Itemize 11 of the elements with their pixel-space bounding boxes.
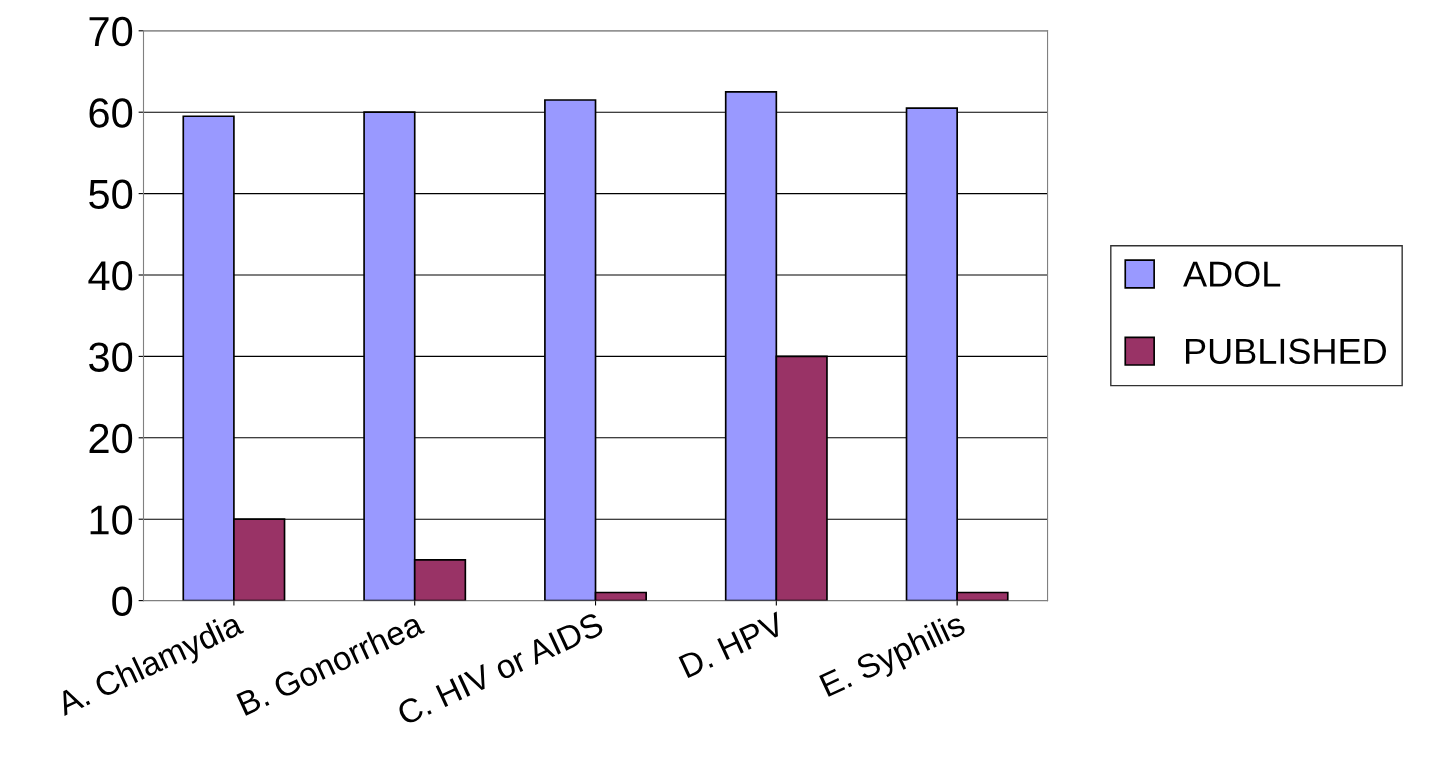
y-tick-label: 50 xyxy=(89,179,133,210)
y-tick-label: 40 xyxy=(88,261,133,291)
y-tick-label: 30 xyxy=(89,342,133,372)
legend-label: ADOL xyxy=(1183,261,1281,287)
y-tick-label: 20 xyxy=(89,423,133,454)
y-tick-label: 0 xyxy=(112,586,133,617)
y-tick-label: 10 xyxy=(90,505,133,535)
y-tick-label: 70 xyxy=(89,16,133,47)
x-tick-label: D. HPV xyxy=(678,611,787,679)
legend-label: PUBLISHED xyxy=(1185,338,1386,365)
y-tick-label: 60 xyxy=(89,98,133,128)
